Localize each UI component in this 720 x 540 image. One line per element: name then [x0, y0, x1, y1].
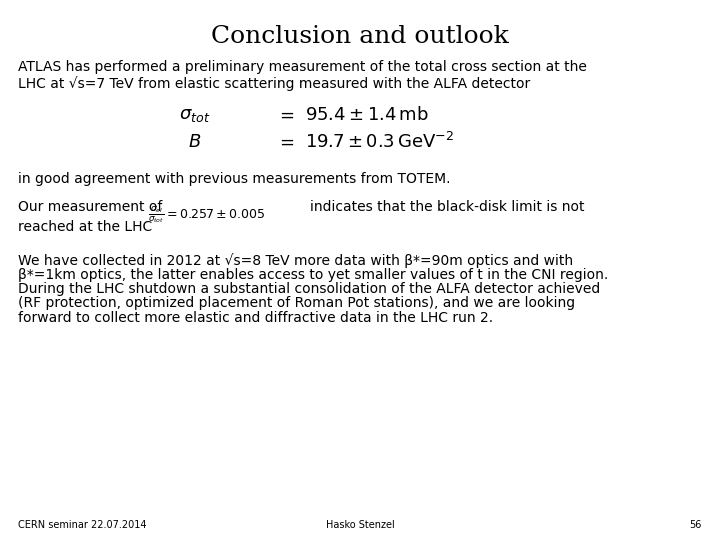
Text: We have collected in 2012 at √s=8 TeV more data with β*=90m optics and with: We have collected in 2012 at √s=8 TeV mo…	[18, 253, 573, 268]
Text: $=$: $=$	[276, 106, 294, 124]
Text: ATLAS has performed a preliminary measurement of the total cross section at the: ATLAS has performed a preliminary measur…	[18, 60, 587, 74]
Text: $=$: $=$	[276, 133, 294, 151]
Text: β*=1km optics, the latter enables access to yet smaller values of t in the CNI r: β*=1km optics, the latter enables access…	[18, 267, 608, 281]
Text: LHC at √s=7 TeV from elastic scattering measured with the ALFA detector: LHC at √s=7 TeV from elastic scattering …	[18, 76, 530, 91]
Text: $95.4\pm1.4\,\mathrm{mb}$: $95.4\pm1.4\,\mathrm{mb}$	[305, 106, 428, 124]
Text: forward to collect more elastic and diffractive data in the LHC run 2.: forward to collect more elastic and diff…	[18, 311, 493, 325]
Text: $B$: $B$	[189, 133, 202, 151]
Text: $19.7\pm0.3\,\mathrm{GeV}^{-2}$: $19.7\pm0.3\,\mathrm{GeV}^{-2}$	[305, 132, 454, 152]
Text: CERN seminar 22.07.2014: CERN seminar 22.07.2014	[18, 520, 146, 530]
Text: indicates that the black-disk limit is not: indicates that the black-disk limit is n…	[310, 200, 585, 214]
Text: Hasko Stenzel: Hasko Stenzel	[325, 520, 395, 530]
Text: Conclusion and outlook: Conclusion and outlook	[211, 25, 509, 48]
Text: (RF protection, optimized placement of Roman Pot stations), and we are looking: (RF protection, optimized placement of R…	[18, 296, 575, 310]
Text: in good agreement with previous measurements from TOTEM.: in good agreement with previous measurem…	[18, 172, 451, 186]
Text: During the LHC shutdown a substantial consolidation of the ALFA detector achieve: During the LHC shutdown a substantial co…	[18, 282, 600, 296]
Text: $\sigma_{tot}$: $\sigma_{tot}$	[179, 106, 211, 124]
Text: $\frac{\sigma_{el}}{\sigma_{tot}} = 0.257\pm0.005$: $\frac{\sigma_{el}}{\sigma_{tot}} = 0.25…	[148, 204, 266, 225]
Text: 56: 56	[690, 520, 702, 530]
Text: reached at the LHC: reached at the LHC	[18, 220, 152, 234]
Text: Our measurement of: Our measurement of	[18, 200, 167, 214]
